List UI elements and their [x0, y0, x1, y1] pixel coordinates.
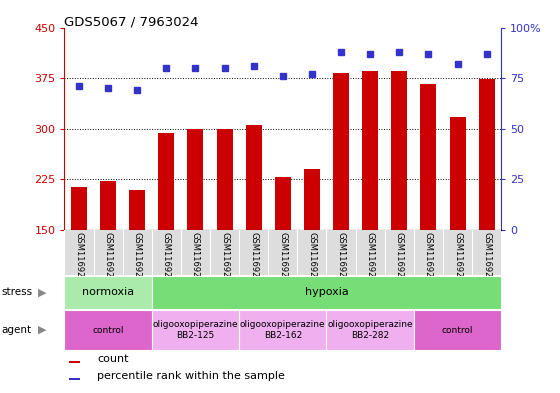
Bar	[64, 276, 152, 309]
Text: GSM1169212: GSM1169212	[482, 232, 491, 288]
Text: GSM1169215: GSM1169215	[220, 232, 229, 288]
Text: hypoxia: hypoxia	[305, 287, 348, 298]
Bar	[246, 125, 262, 230]
Text: ▶: ▶	[38, 325, 46, 335]
Text: oligooxopiperazine
BB2-282: oligooxopiperazine BB2-282	[328, 320, 413, 340]
Bar	[326, 310, 414, 350]
Bar	[100, 181, 116, 230]
Bar	[421, 83, 436, 230]
Text: GSM1169211: GSM1169211	[453, 232, 462, 288]
Text: GSM1169220: GSM1169220	[366, 232, 375, 288]
Text: GSM1169217: GSM1169217	[278, 232, 287, 288]
Text: GSM1169210: GSM1169210	[424, 232, 433, 288]
Text: control: control	[92, 326, 124, 334]
Text: GSM1169213: GSM1169213	[162, 232, 171, 288]
Bar	[152, 310, 239, 350]
Text: GSM1169221: GSM1169221	[395, 232, 404, 288]
Text: control: control	[442, 326, 473, 334]
Bar	[391, 72, 407, 230]
Bar	[158, 134, 174, 230]
Text: GSM1169218: GSM1169218	[307, 232, 316, 288]
Text: stress: stress	[1, 287, 32, 298]
Bar	[69, 361, 80, 363]
Text: count: count	[97, 354, 129, 364]
Text: GSM1169219: GSM1169219	[337, 232, 346, 288]
Bar	[479, 79, 494, 230]
Bar	[275, 177, 291, 230]
Text: oligooxopiperazine
BB2-162: oligooxopiperazine BB2-162	[240, 320, 325, 340]
Bar	[304, 169, 320, 230]
Bar	[188, 129, 203, 230]
Text: GSM1169207: GSM1169207	[74, 232, 83, 288]
Bar	[450, 117, 465, 230]
Bar	[414, 310, 501, 350]
Bar	[69, 378, 80, 380]
Bar	[239, 310, 326, 350]
Text: GSM1169214: GSM1169214	[191, 232, 200, 288]
Text: GSM1169209: GSM1169209	[133, 232, 142, 288]
Bar	[129, 190, 145, 230]
Bar	[71, 187, 87, 230]
Bar	[333, 73, 349, 230]
Text: percentile rank within the sample: percentile rank within the sample	[97, 371, 285, 381]
Text: normoxia: normoxia	[82, 287, 134, 298]
Text: ▶: ▶	[38, 287, 46, 298]
Text: GSM1169208: GSM1169208	[104, 232, 113, 288]
Text: GDS5067 / 7963024: GDS5067 / 7963024	[64, 16, 199, 29]
Text: oligooxopiperazine
BB2-125: oligooxopiperazine BB2-125	[153, 320, 238, 340]
Bar	[152, 276, 501, 309]
Bar	[64, 310, 152, 350]
Text: GSM1169216: GSM1169216	[249, 232, 258, 288]
Text: agent: agent	[1, 325, 31, 335]
Bar	[217, 129, 232, 230]
Bar	[362, 72, 378, 230]
